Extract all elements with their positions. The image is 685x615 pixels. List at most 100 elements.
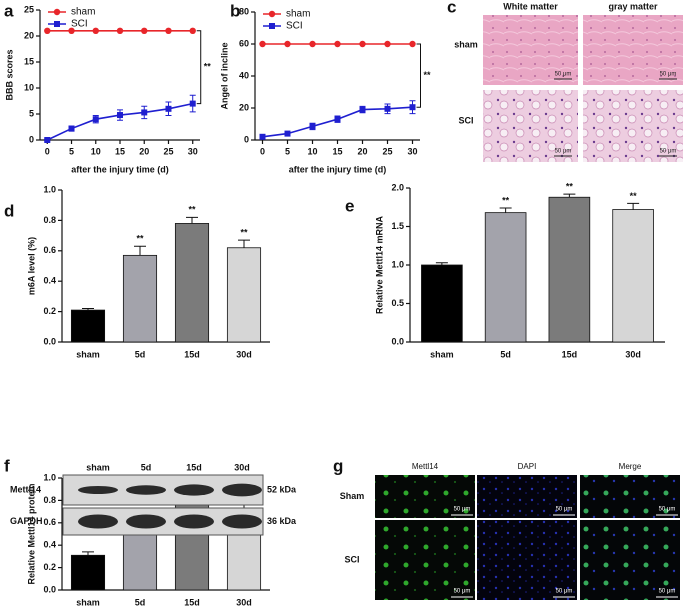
- size-label: 52 kDa: [267, 484, 297, 494]
- scale-label: 50 μm: [660, 72, 677, 78]
- y-tick-label: 40: [239, 70, 249, 80]
- error-bar: [563, 193, 576, 198]
- bar: [174, 491, 210, 591]
- point: [68, 27, 75, 34]
- y-axis-label: Relative Mettl14 mRNA: [374, 215, 384, 314]
- point: [116, 27, 124, 34]
- y-tick-label: 20: [24, 30, 34, 40]
- annotation: **: [136, 234, 144, 244]
- point: [309, 40, 316, 48]
- bar: [70, 309, 106, 343]
- legend-label: SCI: [71, 19, 88, 30]
- y-tick-label: 0.5: [391, 298, 404, 308]
- y-tick-label: 0.0: [43, 336, 56, 346]
- x-tick-label: 15d: [184, 597, 200, 607]
- column-label: Merge: [619, 462, 642, 471]
- y-tick-label: 0: [244, 134, 249, 144]
- micrograph: [477, 520, 577, 600]
- annotation: **: [566, 182, 574, 192]
- point: [117, 112, 123, 119]
- x-tick-label: 0: [260, 146, 265, 156]
- point: [409, 40, 416, 48]
- y-tick-label: 15: [24, 56, 34, 66]
- scale-label: 50 μm: [660, 149, 677, 155]
- point: [259, 40, 266, 48]
- x-tick-label: 5: [69, 146, 74, 156]
- point: [334, 40, 341, 48]
- row-label: SCI: [344, 554, 359, 564]
- annotation: **: [630, 191, 638, 201]
- point: [384, 105, 391, 112]
- y-axis-label: BBB scores: [4, 49, 14, 100]
- micrograph: [583, 90, 683, 162]
- lane-label: 30d: [234, 462, 250, 472]
- panel-letter: e: [345, 196, 354, 215]
- point: [259, 133, 266, 140]
- error-bar: [186, 216, 198, 224]
- scale-label: 50 μm: [556, 507, 573, 513]
- scale-label: 50 μm: [659, 507, 676, 513]
- panel-letter: c: [447, 0, 456, 16]
- blot-band: [126, 485, 166, 495]
- x-tick-label: 25: [163, 146, 173, 156]
- scale-label: 50 μm: [659, 589, 676, 595]
- point: [284, 40, 291, 48]
- error-bar: [238, 239, 250, 248]
- point: [44, 27, 51, 34]
- x-axis-label: after the injury time (d): [71, 164, 169, 174]
- annotation: **: [424, 70, 432, 80]
- bracket: [416, 43, 421, 108]
- point: [44, 137, 51, 143]
- x-axis-label: after the injury time (d): [289, 164, 387, 174]
- bar: [548, 196, 591, 343]
- blot-band: [78, 514, 118, 529]
- error-bar: [627, 202, 640, 210]
- legend-label: sham: [286, 9, 310, 20]
- x-tick-label: 30d: [236, 349, 252, 359]
- x-tick-label: 30: [188, 146, 198, 156]
- panel-letter: b: [230, 1, 240, 20]
- y-tick-label: 0.2: [43, 306, 56, 316]
- lane-label: 5d: [141, 462, 152, 472]
- point: [141, 27, 148, 34]
- panel-letter: f: [4, 456, 10, 475]
- blot-band: [222, 483, 262, 497]
- point: [189, 100, 196, 107]
- x-tick-label: 30: [407, 146, 417, 156]
- point: [334, 116, 341, 123]
- y-tick-label: 0.0: [43, 584, 56, 594]
- y-tick-label: 0.6: [43, 517, 56, 527]
- error-bar: [499, 207, 512, 213]
- y-axis-label: Angel of incline: [219, 42, 229, 109]
- legend-label: sham: [71, 7, 95, 18]
- y-tick-label: 0.0: [391, 336, 404, 346]
- bar: [484, 212, 527, 343]
- column-label: Mettl14: [412, 462, 439, 471]
- bar: [612, 209, 654, 343]
- bar: [421, 264, 463, 343]
- bar: [174, 223, 210, 343]
- x-tick-label: 15d: [562, 349, 578, 359]
- x-tick-label: 25: [382, 146, 392, 156]
- y-tick-label: 0.4: [43, 540, 56, 550]
- bar: [70, 554, 106, 591]
- bar: [122, 254, 158, 343]
- column-label: DAPI: [518, 462, 537, 471]
- x-tick-label: 20: [139, 146, 149, 156]
- y-tick-label: 25: [24, 4, 34, 14]
- y-tick-label: 0.8: [43, 215, 56, 225]
- y-tick-label: 0.2: [43, 562, 56, 572]
- annotation: **: [240, 228, 248, 238]
- point: [359, 106, 366, 113]
- legend-label: SCI: [286, 21, 303, 32]
- point: [189, 27, 196, 34]
- band-label: Mettl14: [10, 484, 41, 494]
- panel-letter: a: [4, 1, 14, 20]
- column-label: White matter: [503, 1, 558, 11]
- micrograph: [483, 90, 578, 162]
- micrograph: [477, 475, 577, 518]
- row-label: Sham: [340, 491, 365, 501]
- blot-band: [78, 486, 118, 494]
- x-tick-label: 10: [307, 146, 317, 156]
